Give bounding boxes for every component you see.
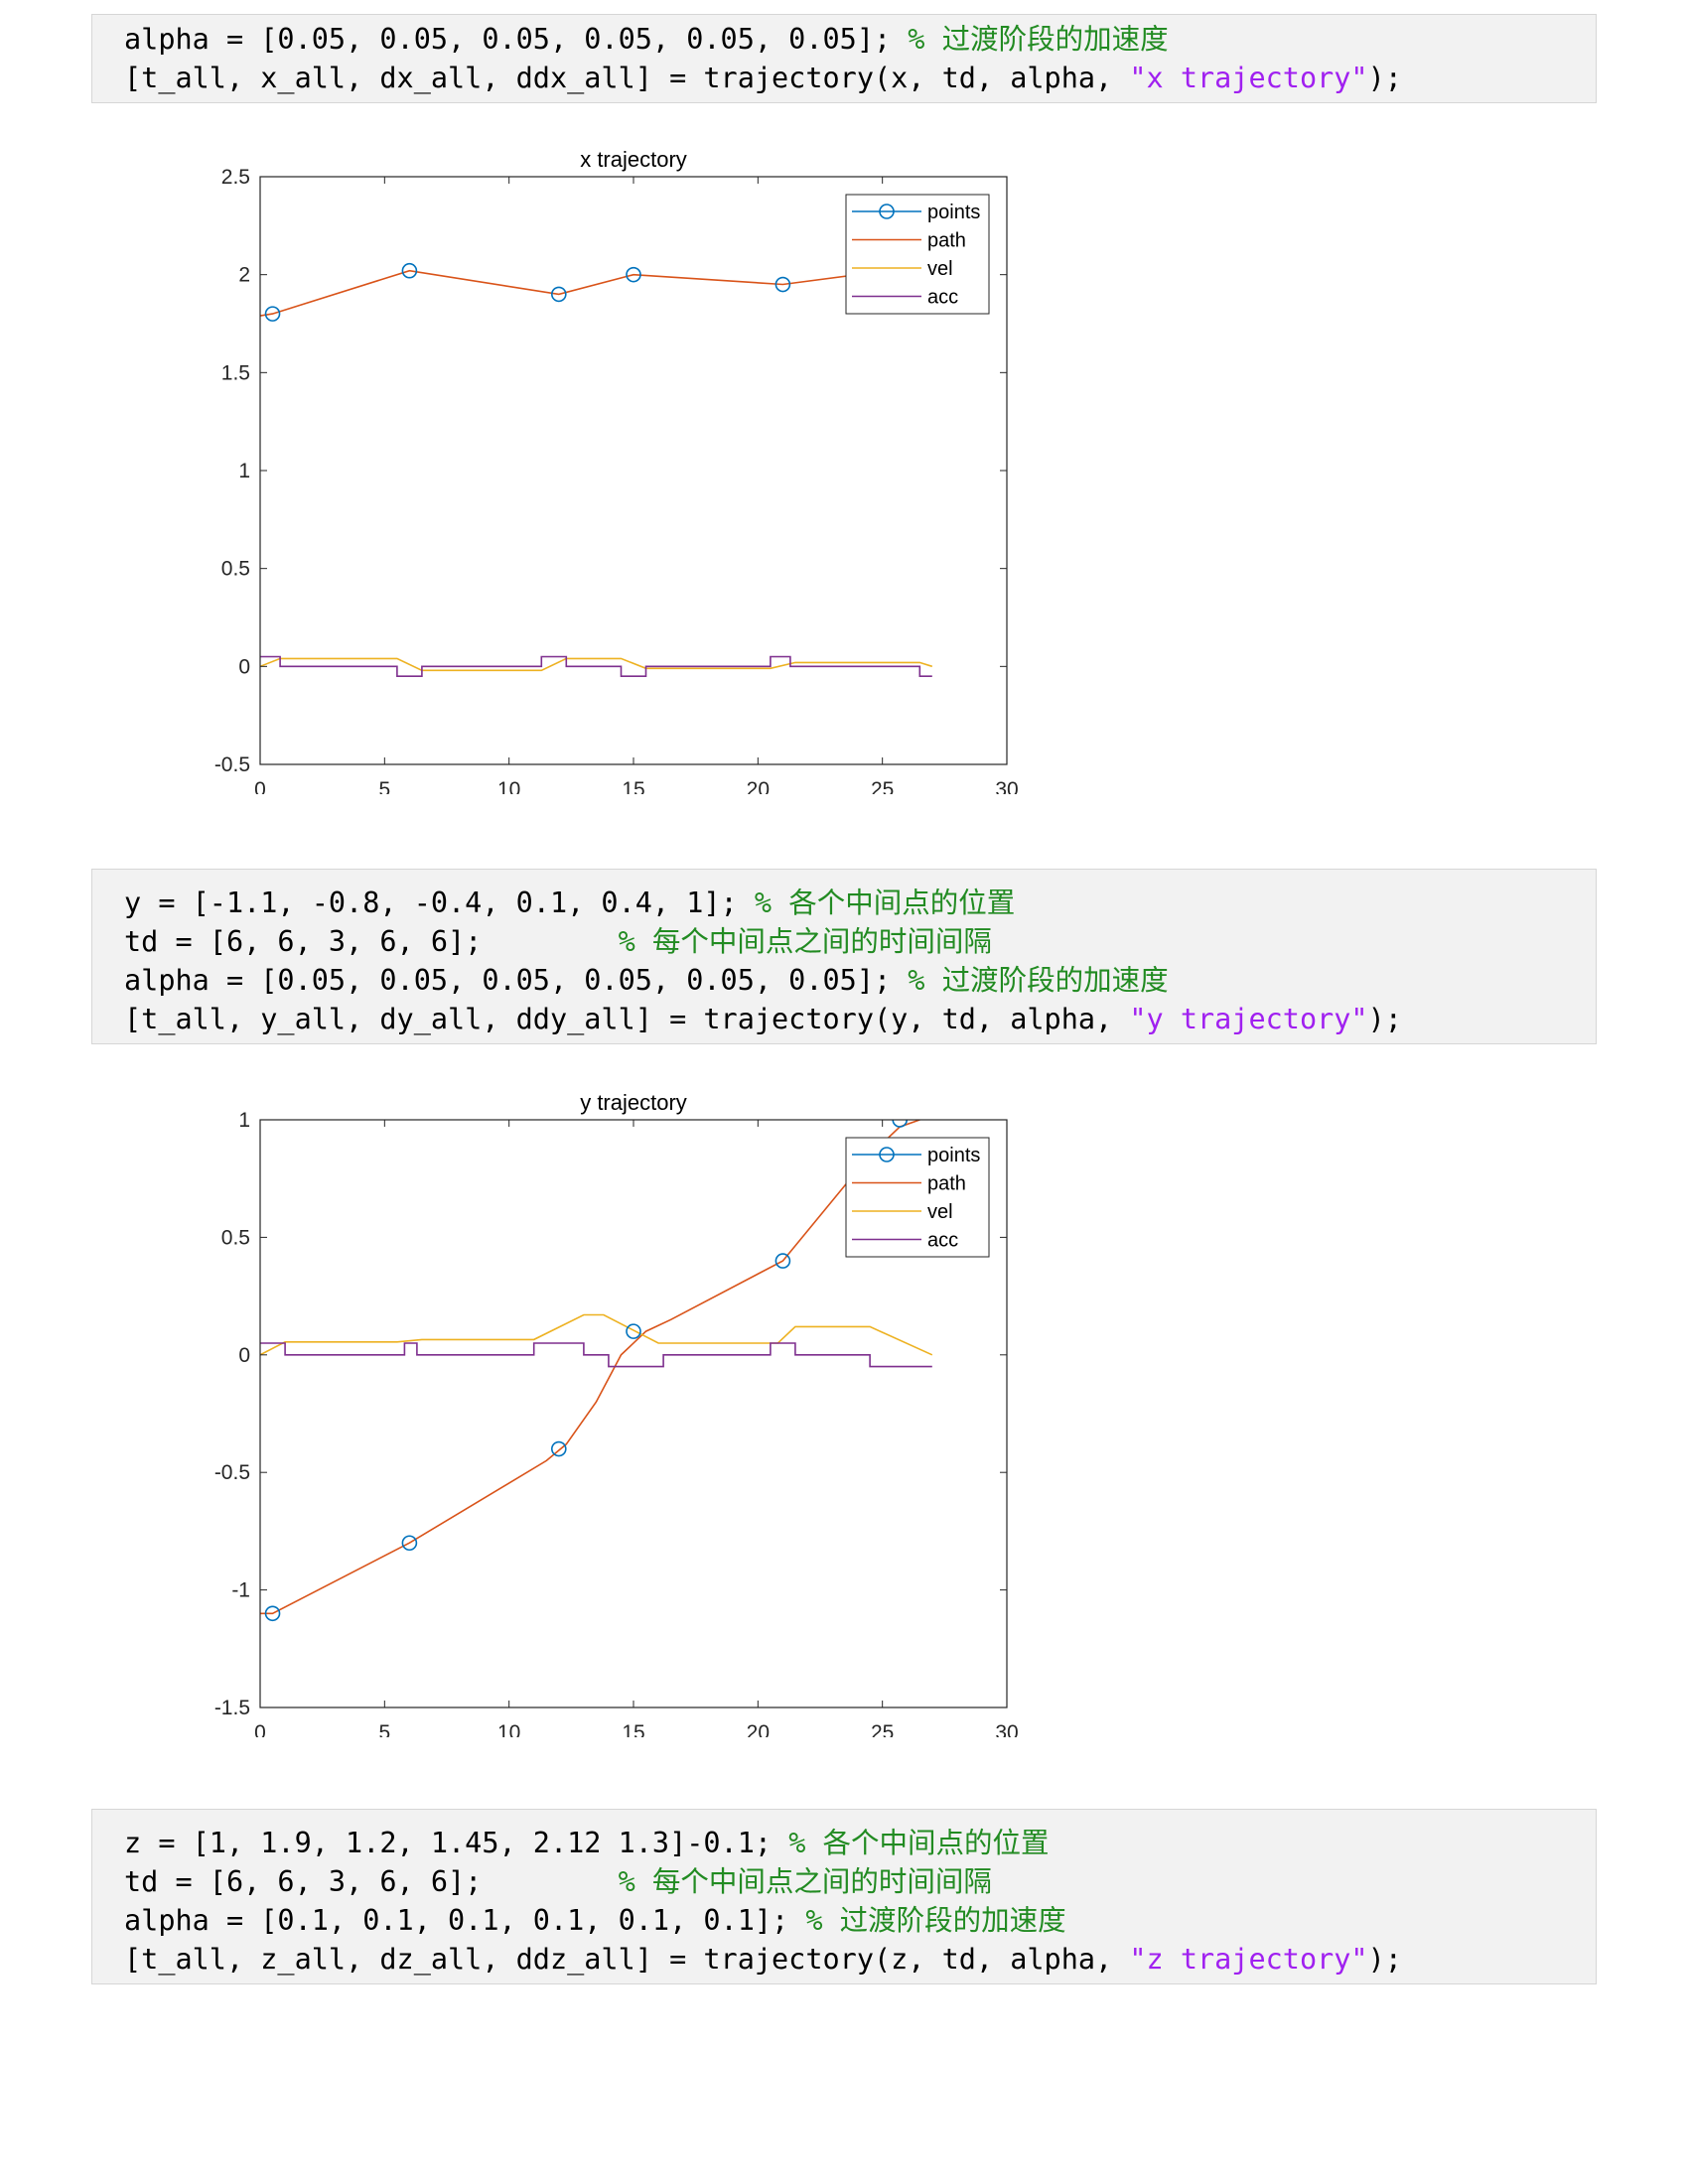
y-tick-label: 0 — [238, 655, 250, 678]
data-point-marker — [550, 286, 567, 303]
x-tick-label: 0 — [254, 778, 266, 794]
code-line: y = [-1.1, -0.8, -0.4, 0.1, 0.4, 1]; % 各… — [124, 887, 1016, 919]
data-point-marker — [264, 306, 281, 322]
y-tick-label: 0 — [238, 1344, 250, 1367]
code-line: alpha = [0.1, 0.1, 0.1, 0.1, 0.1, 0.1]; … — [124, 1904, 1066, 1937]
y-tick-label: 1 — [238, 1109, 250, 1132]
x-tick-label: 25 — [871, 1721, 894, 1737]
code-line: alpha = [0.05, 0.05, 0.05, 0.05, 0.05, 0… — [124, 964, 1169, 997]
legend-marker — [879, 1147, 895, 1162]
y-tick-label: 1.5 — [221, 361, 250, 384]
legend-label-acc: acc — [927, 287, 958, 309]
x-tick-label: 5 — [378, 1721, 390, 1737]
legend-label-points: points — [927, 1145, 980, 1166]
code-block-z: z = [1, 1.9, 1.2, 1.45, 2.12 1.3]-0.1; %… — [91, 1809, 1597, 1984]
code-block-x: alpha = [0.05, 0.05, 0.05, 0.05, 0.05, 0… — [91, 14, 1597, 103]
y-tick-label: -1.5 — [214, 1697, 250, 1719]
y-trajectory-chart: 0 5 10 15 20 25 30 -1.5 -1 -0.5 0 0.5 1 y trajectory p… — [179, 1082, 1053, 1744]
series-line-vel — [260, 657, 933, 672]
data-point-marker — [774, 276, 791, 293]
y-trajectory-figure: 0 5 10 15 20 25 30 -1.5 -1 -0.5 0 0.5 1 y trajectory p… — [179, 1082, 1053, 1744]
data-point-marker — [774, 1253, 791, 1269]
legend-marker — [879, 204, 895, 219]
code-line: z = [1, 1.9, 1.2, 1.45, 2.12 1.3]-0.1; %… — [124, 1827, 1050, 1859]
x-tick-label: 15 — [622, 1721, 644, 1737]
y-tick-label: 2 — [238, 264, 250, 287]
legend-box — [845, 1137, 990, 1258]
x-trajectory-chart: 0 5 10 15 20 25 30-0.500.511.522.5x trajectory… — [179, 139, 1053, 801]
y-tick-label: 0.5 — [221, 558, 250, 581]
x-tick-label: 20 — [747, 1721, 770, 1737]
y-tick-label: 0.5 — [221, 1226, 250, 1249]
data-point-marker — [626, 1323, 641, 1339]
chart-title: x trajectory — [580, 147, 687, 172]
code-line: [t_all, y_all, dy_all, ddy_all] = trajec… — [124, 1003, 1402, 1035]
y-tick-label: -1 — [231, 1579, 250, 1602]
code-line: [t_all, z_all, dz_all, ddz_all] = trajec… — [124, 1943, 1402, 1976]
x-tick-label: 10 — [497, 778, 520, 794]
x-trajectory-figure: 0 5 10 15 20 25 30 -0.5 0 0.5 1 1.5 2 2.5 x trajectory… — [179, 139, 1053, 801]
code-block-y: y = [-1.1, -0.8, -0.4, 0.1, 0.4, 1]; % 各… — [91, 869, 1597, 1044]
data-point-marker — [401, 1535, 418, 1552]
x-tick-label: 30 — [995, 778, 1018, 794]
plot-area — [260, 257, 940, 678]
data-point-marker — [401, 262, 418, 279]
legend-label-vel: vel — [927, 1201, 953, 1223]
legend-label-acc: acc — [927, 1230, 958, 1252]
legend-label-path: path — [927, 1173, 966, 1195]
y-tick-label: -0.5 — [214, 753, 250, 776]
y-tick-label: 1 — [238, 460, 250, 482]
x-tick-label: 20 — [747, 778, 770, 794]
x-tick-label: 5 — [378, 778, 390, 794]
legend-label-points: points — [927, 202, 980, 223]
legend-box — [845, 194, 990, 315]
series-line-acc — [260, 655, 932, 678]
code-line: alpha = [0.05, 0.05, 0.05, 0.05, 0.05, 0… — [124, 23, 1169, 56]
data-point-marker — [550, 1440, 567, 1457]
x-tick-label: 25 — [871, 778, 894, 794]
legend-label-path: path — [927, 230, 966, 252]
code-line: td = [6, 6, 3, 6, 6]; % 每个中间点之间的时间间隔 — [124, 925, 992, 958]
data-point-marker — [892, 1120, 909, 1128]
x-tick-label: 0 — [254, 1721, 266, 1737]
series-line-acc — [260, 1342, 932, 1368]
legend-label-vel: vel — [927, 258, 953, 280]
series-line-path — [260, 264, 932, 317]
chart-title: y trajectory — [580, 1090, 687, 1115]
data-point-marker — [626, 266, 641, 283]
data-point-marker — [264, 1605, 281, 1622]
code-line: td = [6, 6, 3, 6, 6]; % 每个中间点之间的时间间隔 — [124, 1865, 992, 1898]
x-tick-label: 30 — [995, 1721, 1018, 1737]
code-line: [t_all, x_all, dx_all, ddx_all] = trajec… — [124, 62, 1402, 94]
x-tick-label: 10 — [497, 1721, 520, 1737]
y-tick-label: 2.5 — [221, 166, 250, 189]
y-tick-label: -0.5 — [214, 1461, 250, 1484]
series-line-vel — [260, 1313, 933, 1356]
x-tick-label: 15 — [622, 778, 644, 794]
